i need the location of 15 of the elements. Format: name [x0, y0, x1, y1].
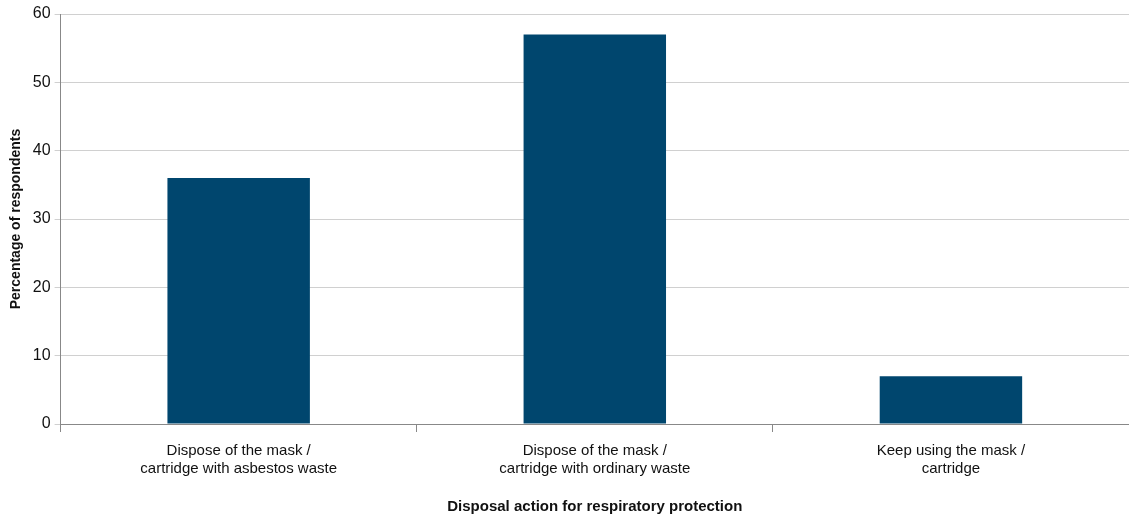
y-tick-label: 20	[32, 277, 51, 295]
x-axis-title: Disposal action for respiratory protection	[447, 497, 743, 515]
y-tick-label: 40	[32, 141, 51, 159]
y-tick-label: 10	[32, 346, 51, 364]
y-tick-label: 30	[32, 209, 51, 227]
y-axis-title: Percentage of respondents	[7, 128, 24, 310]
bar	[167, 178, 310, 424]
x-tick-label: Dispose of the mask / cartridge with asbestos waste	[140, 441, 338, 477]
x-tick-label: Dispose of the mask / cartridge with ordinary waste	[499, 441, 691, 477]
y-tick-label: 50	[32, 72, 51, 90]
bar	[523, 34, 667, 424]
x-tick-label: Keep using the mask / cartridge	[876, 441, 1026, 477]
y-tick-label: 0	[41, 414, 51, 432]
bar	[879, 376, 1023, 424]
y-tick-label: 60	[32, 4, 51, 22]
